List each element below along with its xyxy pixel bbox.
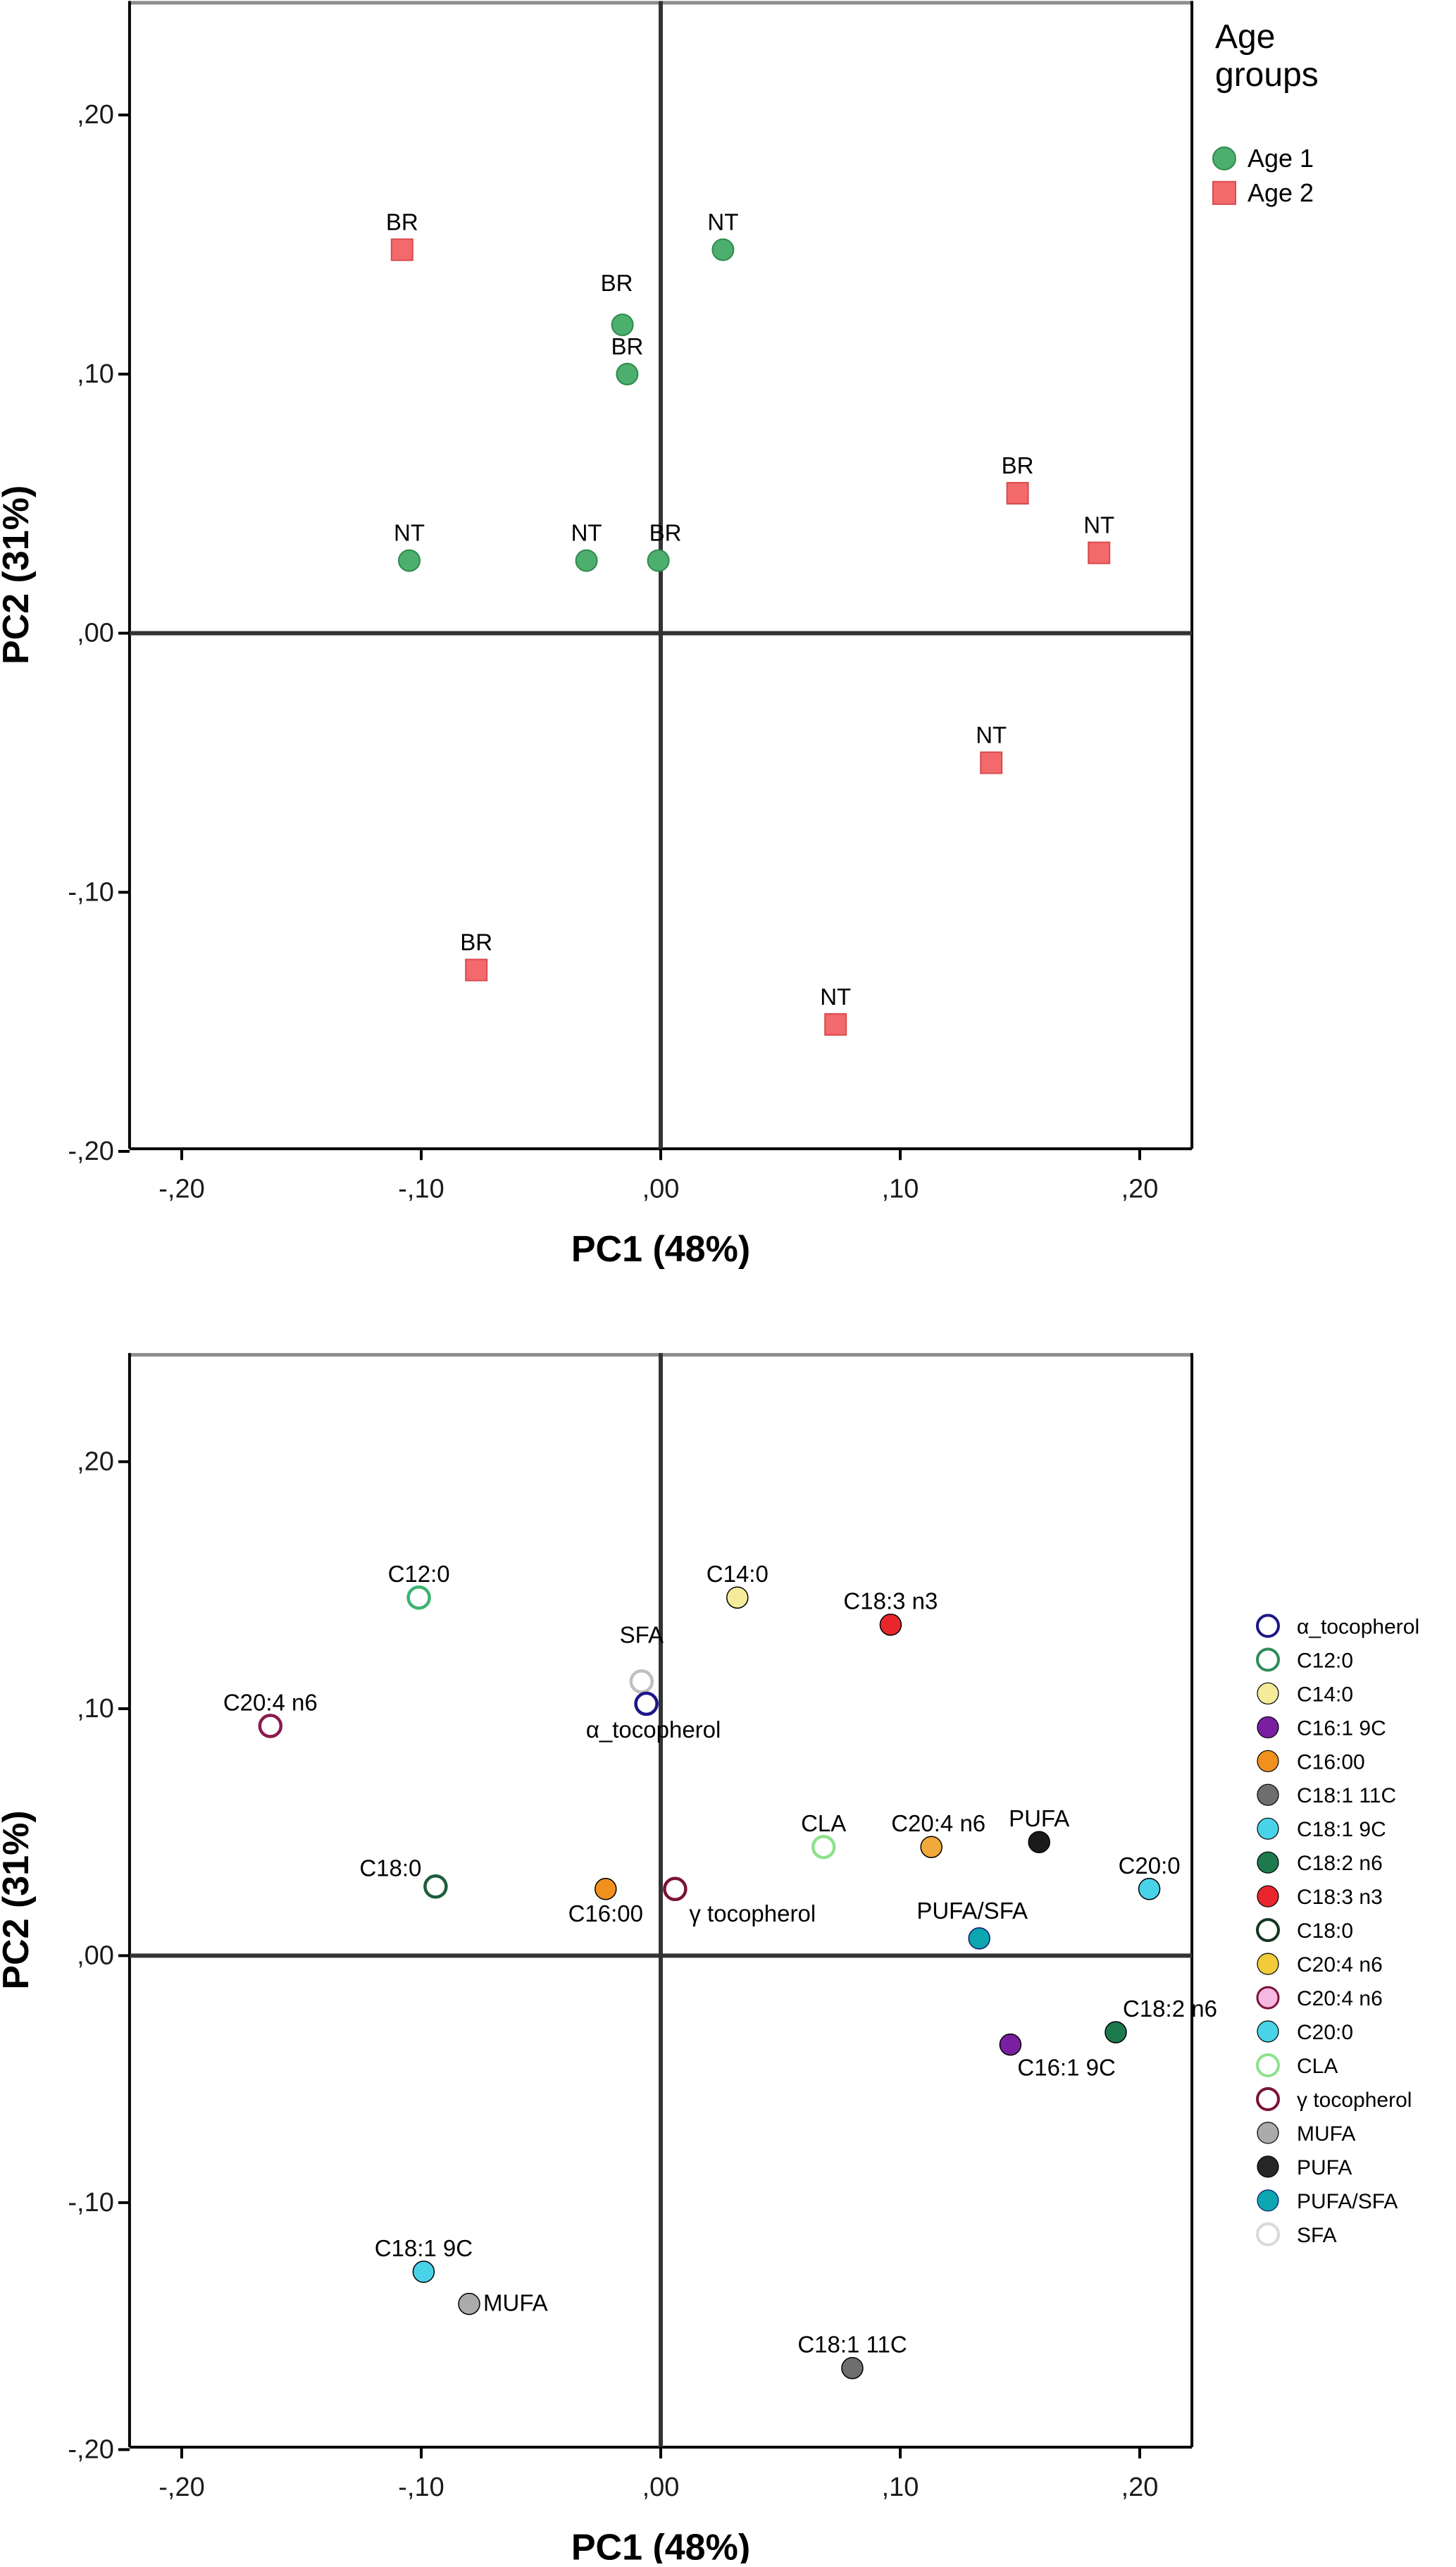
svg-text:,20: ,20 xyxy=(77,1447,114,1476)
svg-text:C20:4 n6: C20:4 n6 xyxy=(223,1689,318,1715)
svg-text:PUFA/SFA: PUFA/SFA xyxy=(916,1898,1028,1924)
svg-text:BR: BR xyxy=(611,333,643,359)
svg-text:,00: ,00 xyxy=(642,2473,680,2502)
svg-text:C18:2 n6: C18:2 n6 xyxy=(1123,1996,1217,2022)
svg-text:,10: ,10 xyxy=(882,1174,919,1204)
svg-text:C16:00: C16:00 xyxy=(568,1900,643,1926)
svg-text:C16:1 9C: C16:1 9C xyxy=(1297,1717,1386,1740)
svg-text:C20:0: C20:0 xyxy=(1297,2021,1353,2044)
svg-text:C12:0: C12:0 xyxy=(388,1561,450,1587)
svg-text:CLA: CLA xyxy=(801,1810,846,1836)
svg-text:PC1 (48%): PC1 (48%) xyxy=(571,2528,750,2563)
svg-text:PUFA: PUFA xyxy=(1009,1805,1069,1831)
svg-text:SFA: SFA xyxy=(620,1621,664,1647)
svg-text:C14:0: C14:0 xyxy=(1297,1683,1353,1706)
svg-text:C14:0: C14:0 xyxy=(707,1561,769,1587)
svg-text:-,10: -,10 xyxy=(68,2188,113,2217)
svg-text:γ tocopherol: γ tocopherol xyxy=(689,1900,816,1926)
svg-text:PUFA: PUFA xyxy=(1297,2156,1352,2179)
svg-text:C18:0: C18:0 xyxy=(359,1855,421,1881)
svg-text:NT: NT xyxy=(1083,512,1114,538)
svg-text:PC1 (48%): PC1 (48%) xyxy=(571,1229,750,1270)
svg-text:-,20: -,20 xyxy=(158,1174,204,1204)
svg-text:CLA: CLA xyxy=(1297,2055,1338,2078)
svg-text:BR: BR xyxy=(460,929,492,955)
svg-text:C12:0: C12:0 xyxy=(1297,1649,1353,1672)
svg-text:groups: groups xyxy=(1215,56,1319,94)
svg-text:C18:3 n3: C18:3 n3 xyxy=(1297,1886,1383,1909)
svg-text:C18:1 9C: C18:1 9C xyxy=(375,2235,473,2261)
svg-text:C18:1 11C: C18:1 11C xyxy=(797,2332,907,2358)
svg-text:C20:4 n6: C20:4 n6 xyxy=(1297,1987,1383,2010)
svg-text:MUFA: MUFA xyxy=(1297,2122,1355,2146)
svg-text:C18:3 n3: C18:3 n3 xyxy=(843,1588,938,1614)
svg-text:C18:1 9C: C18:1 9C xyxy=(1297,1818,1386,1841)
svg-text:C20:4 n6: C20:4 n6 xyxy=(891,1810,985,1836)
svg-text:α_tocopherol: α_tocopherol xyxy=(1297,1615,1419,1638)
svg-text:-,20: -,20 xyxy=(68,2435,113,2464)
svg-text:NT: NT xyxy=(820,984,851,1010)
svg-text:PC2 (31%): PC2 (31%) xyxy=(0,1810,37,1989)
svg-text:BR: BR xyxy=(1002,452,1034,478)
svg-text:C18:0: C18:0 xyxy=(1297,1919,1353,1943)
svg-text:PC2 (31%): PC2 (31%) xyxy=(0,485,37,664)
svg-text:NT: NT xyxy=(394,520,425,546)
svg-text:,10: ,10 xyxy=(77,1694,114,1724)
svg-text:PUFA/SFA: PUFA/SFA xyxy=(1297,2190,1398,2213)
svg-text:BR: BR xyxy=(649,520,682,546)
svg-text:C20:4 n6: C20:4 n6 xyxy=(1297,1953,1383,1977)
svg-text:NT: NT xyxy=(976,722,1007,748)
svg-text:-,20: -,20 xyxy=(158,2473,204,2502)
svg-text:C20:0: C20:0 xyxy=(1119,1852,1181,1879)
svg-text:BR: BR xyxy=(386,209,418,235)
svg-text:-,20: -,20 xyxy=(68,1137,113,1166)
svg-text:C16:1 9C: C16:1 9C xyxy=(1017,2055,1115,2081)
svg-text:SFA: SFA xyxy=(1297,2224,1337,2247)
svg-text:α_tocopherol: α_tocopherol xyxy=(586,1717,721,1743)
svg-text:BR: BR xyxy=(601,270,633,296)
svg-text:,10: ,10 xyxy=(77,359,114,389)
svg-text:,00: ,00 xyxy=(77,1941,114,1970)
svg-text:,00: ,00 xyxy=(77,619,114,648)
svg-text:C16:00: C16:00 xyxy=(1297,1750,1365,1774)
svg-text:NT: NT xyxy=(707,209,738,235)
svg-text:,20: ,20 xyxy=(1121,2473,1159,2502)
svg-text:-,10: -,10 xyxy=(68,877,113,907)
svg-text:Age 1: Age 1 xyxy=(1247,144,1314,173)
svg-text:Age 2: Age 2 xyxy=(1247,178,1314,207)
svg-text:,20: ,20 xyxy=(1121,1174,1159,1204)
svg-text:,20: ,20 xyxy=(77,100,114,130)
svg-text:-,10: -,10 xyxy=(398,2473,444,2502)
svg-text:Age: Age xyxy=(1215,18,1275,56)
svg-text:NT: NT xyxy=(571,520,602,546)
svg-text:,00: ,00 xyxy=(642,1174,680,1204)
svg-text:γ tocopherol: γ tocopherol xyxy=(1297,2089,1412,2112)
svg-text:C18:2 n6: C18:2 n6 xyxy=(1297,1852,1383,1875)
svg-text:-,10: -,10 xyxy=(398,1174,444,1204)
svg-text:C18:1 11C: C18:1 11C xyxy=(1297,1784,1396,1807)
svg-text:,10: ,10 xyxy=(882,2473,919,2502)
svg-text:MUFA: MUFA xyxy=(483,2290,548,2316)
